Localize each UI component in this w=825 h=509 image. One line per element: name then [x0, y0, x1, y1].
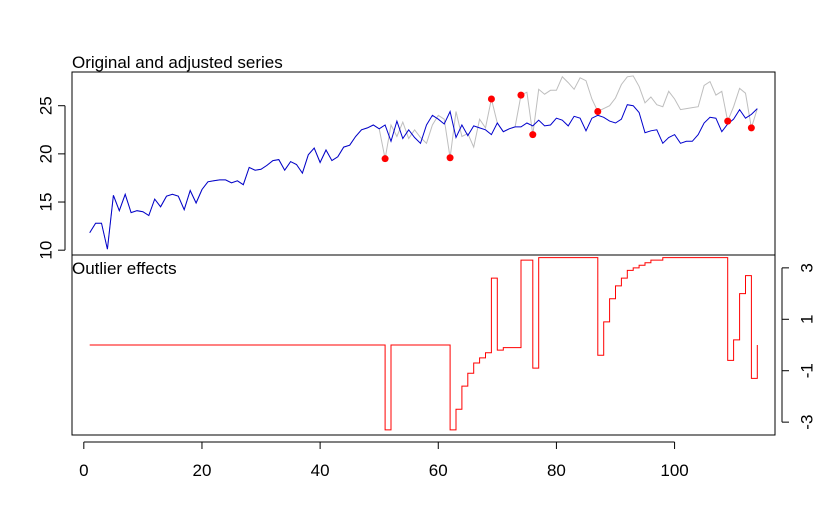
- x-tick-label: 20: [193, 461, 212, 480]
- x-tick-label: 100: [660, 461, 688, 480]
- top-y-tick-label: 15: [37, 193, 56, 212]
- x-tick-label: 80: [547, 461, 566, 480]
- bottom-panel-frame: [71, 254, 776, 436]
- outlier-point: [446, 154, 454, 162]
- top-y-tick-label: 10: [37, 241, 56, 260]
- x-tick-label: 40: [311, 461, 330, 480]
- bottom-panel-title: Outlier effects: [72, 259, 177, 278]
- original-series-line: [89, 75, 758, 250]
- bottom-y-axis: -3 -1 1 3: [781, 263, 817, 430]
- bottom-y-tick-label: -1: [798, 363, 817, 378]
- outlier-point: [487, 95, 495, 103]
- outlier-point: [724, 117, 732, 125]
- top-y-tick-label: 25: [37, 96, 56, 115]
- outlier-points: [381, 91, 755, 163]
- outlier-effects-step-line: [89, 257, 758, 431]
- adjusted-series-line: [89, 104, 758, 250]
- x-tick-label: 60: [429, 461, 448, 480]
- outlier-effects-line: [89, 257, 758, 431]
- x-tick-label: 0: [79, 461, 88, 480]
- outlier-point: [747, 124, 755, 132]
- top-y-axis: 10 15 20 25: [37, 96, 66, 260]
- bottom-y-tick-label: 3: [798, 263, 817, 272]
- top-panel-title: Original and adjusted series: [72, 53, 283, 72]
- outlier-effects-panel: Outlier effects -3 -1 1 3 0 20 40 60 80 100: [71, 254, 817, 480]
- original-adjusted-panel: Original and adjusted series 10 15 20 25: [37, 53, 776, 260]
- top-series-lines: [89, 75, 758, 250]
- top-y-tick-label: 20: [37, 144, 56, 163]
- bottom-y-tick-label: 1: [798, 315, 817, 324]
- outlier-point: [529, 131, 537, 139]
- outlier-point: [381, 155, 389, 163]
- top-panel-frame: [71, 71, 776, 256]
- outlier-point: [517, 91, 525, 99]
- bottom-y-tick-label: -3: [798, 415, 817, 430]
- outlier-point: [594, 107, 602, 115]
- x-axis: 0 20 40 60 80 100: [79, 441, 689, 480]
